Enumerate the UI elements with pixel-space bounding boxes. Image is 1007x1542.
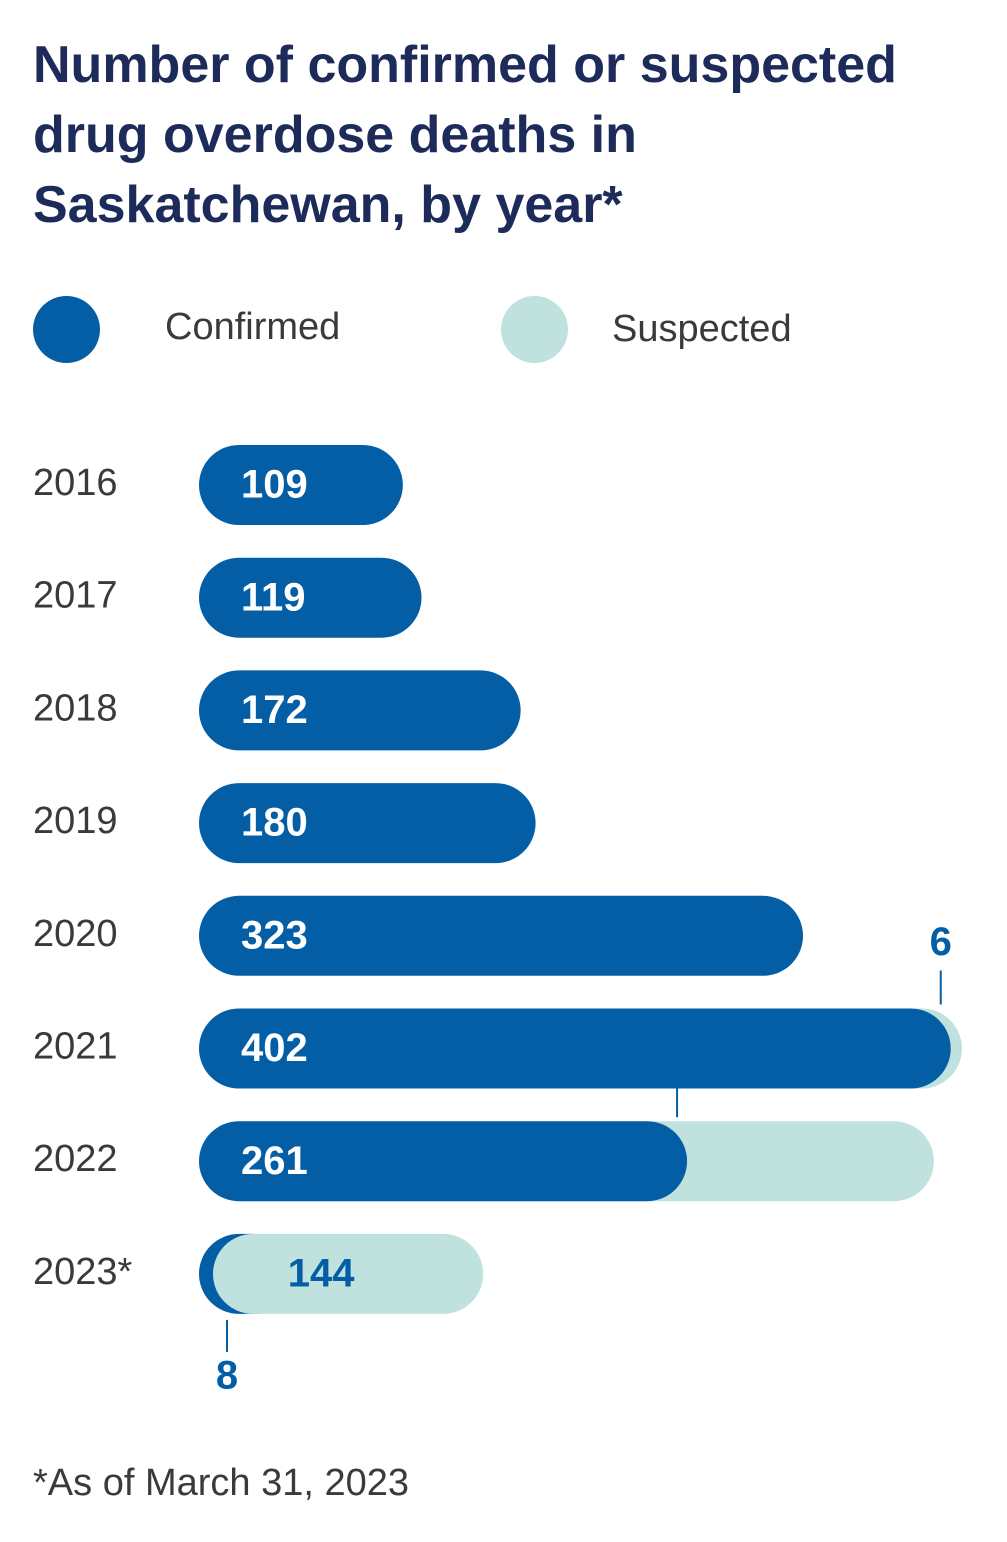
year-label-2017: 2017 [33,575,118,617]
year-label-2016: 2016 [33,462,118,504]
data-label-confirmed-2020: 323 [241,913,308,957]
bar-confirmed-2019 [199,783,536,864]
data-label-confirmed-2017: 119 [241,575,306,619]
data-label-confirmed-2021: 402 [241,1026,308,1070]
year-label-2020: 2020 [33,913,118,955]
year-label-2021: 2021 [33,1026,118,1068]
year-label-2022: 2022 [33,1138,118,1180]
data-label-confirmed-2022: 261 [241,1139,308,1183]
chart-title: Number of confirmed or suspected drug ov… [33,30,973,240]
chart-title-line-1: Number of confirmed or suspected [33,36,897,94]
data-label-confirmed-2016: 109 [241,463,308,507]
data-label-suspected-2021: 6 [930,920,952,964]
year-label-2018: 2018 [33,687,118,729]
data-label-confirmed-2023*: 8 [216,1353,238,1397]
year-label-2019: 2019 [33,800,118,842]
bar-confirmed-2018 [199,670,521,751]
legend-confirmed-label: Confirmed [165,306,341,348]
legend-suspected-label: Suspected [612,308,792,350]
legend-confirmed-swatch [33,296,100,363]
legend-suspected-swatch [501,296,568,363]
bar-confirmed-2016 [199,445,403,525]
bar-confirmed-2020 [199,895,804,976]
chart-title-line-2: drug overdose deaths in [33,106,637,164]
bar-suspected-2023* [213,1233,484,1314]
data-label-confirmed-2019: 180 [241,801,308,845]
bar-confirmed-2022 [199,1121,688,1202]
data-label-suspected-2022: 132 [644,1033,711,1077]
bar-confirmed-2017 [199,557,422,638]
data-label-confirmed-2018: 172 [241,688,308,732]
footnote: *As of March 31, 2023 [33,1462,409,1504]
data-label-suspected-2023*: 144 [288,1251,355,1295]
year-label-2023: 2023* [33,1251,133,1293]
bar-confirmed-2021 [199,1008,951,1089]
chart-title-line-3: Saskatchewan, by year* [33,176,623,234]
